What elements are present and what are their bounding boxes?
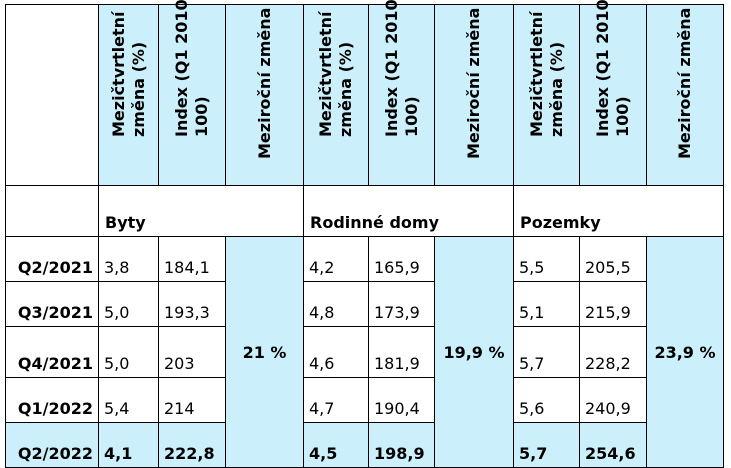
group-rodinne-domy: Rodinné domy	[303, 185, 514, 237]
col-header-byty-yoy: Meziroční změna	[225, 4, 304, 186]
cell-domy-qoq: 4,6	[303, 326, 369, 378]
cell-domy-qoq: 4,5	[303, 422, 369, 468]
cell-domy-index: 173,9	[368, 281, 435, 327]
cell-byty-index: 222,8	[158, 422, 226, 468]
col-header-label: Mezičtvrtletní změna (%)	[108, 11, 148, 137]
row-label: Q4/2021	[5, 326, 99, 378]
header-row: Mezičtvrtletní změna (%) Index (Q1 2010 …	[5, 0, 724, 186]
col-header-label: Index (Q1 2010 = 100)	[381, 0, 421, 137]
cell-domy-index: 181,9	[368, 326, 435, 378]
cell-byty-index: 193,3	[158, 281, 226, 327]
row-label: Q2/2021	[5, 236, 99, 282]
table-row: Q4/2021 5,0 203 4,6 181,9 5,7 228,2	[5, 326, 724, 378]
col-header-label: Meziroční změna	[254, 7, 274, 159]
cell-poz-qoq: 5,5	[513, 236, 580, 282]
cell-poz-index: 205,5	[579, 236, 647, 282]
group-pozemky: Pozemky	[513, 185, 724, 237]
cell-byty-index: 184,1	[158, 236, 226, 282]
cell-domy-qoq: 4,7	[303, 377, 369, 423]
cell-poz-index: 228,2	[579, 326, 647, 378]
row-label: Q2/2022	[5, 422, 99, 468]
col-header-poz-yoy: Meziroční změna	[646, 4, 724, 186]
col-header-byty-index: Index (Q1 2010 = 100)	[158, 0, 226, 186]
cell-domy-yoy: 19,9 %	[434, 236, 514, 468]
cell-byty-index: 214	[158, 377, 226, 423]
cell-poz-qoq: 5,6	[513, 377, 580, 423]
group-row: Byty Rodinné domy Pozemky	[5, 185, 724, 237]
col-header-label: Index (Q1 2010 = 100)	[172, 0, 211, 137]
cell-poz-qoq: 5,1	[513, 281, 580, 327]
cell-byty-qoq: 3,8	[98, 236, 159, 282]
col-header-domy-index: Index (Q1 2010 = 100)	[368, 0, 435, 186]
cell-poz-index: 240,9	[579, 377, 647, 423]
cell-domy-qoq: 4,2	[303, 236, 369, 282]
row-label: Q3/2021	[5, 281, 99, 327]
col-header-label: Index (Q1 2010 = 100)	[593, 0, 632, 137]
group-byty: Byty	[98, 185, 304, 237]
col-header-label: Mezičtvrtletní změna (%)	[316, 11, 355, 137]
col-header-poz-qoq: Mezičtvrtletní změna (%)	[513, 4, 580, 186]
cell-byty-index: 203	[158, 326, 226, 378]
cell-domy-index: 190,4	[368, 377, 435, 423]
cell-domy-index: 198,9	[368, 422, 435, 468]
col-header-domy-qoq: Mezičtvrtletní změna (%)	[303, 4, 369, 186]
cell-poz-yoy: 23,9 %	[646, 236, 724, 468]
col-header-label: Meziroční změna	[675, 7, 694, 159]
corner-cell	[5, 4, 99, 186]
cell-domy-qoq: 4,8	[303, 281, 369, 327]
col-header-byty-qoq: Mezičtvrtletní změna (%)	[98, 4, 159, 186]
table-row: Q2/2022 4,1 222,8 4,5 198,9 5,7 254,6	[5, 422, 724, 468]
price-table: Mezičtvrtletní změna (%) Index (Q1 2010 …	[5, 0, 724, 468]
table-row: Q1/2022 5,4 214 4,7 190,4 5,6 240,9	[5, 377, 724, 423]
col-header-domy-yoy: Meziroční změna	[434, 4, 514, 186]
cell-poz-index: 254,6	[579, 422, 647, 468]
col-header-poz-index: Index (Q1 2010 = 100)	[579, 0, 647, 186]
cell-byty-qoq: 5,0	[98, 326, 159, 378]
row-label: Q1/2022	[5, 377, 99, 423]
cell-byty-qoq: 5,0	[98, 281, 159, 327]
cell-poz-qoq: 5,7	[513, 326, 580, 378]
table-row: Q2/2021 3,8 184,1 21 % 4,2 165,9 19,9 % …	[5, 236, 724, 468]
cell-byty-qoq: 5,4	[98, 377, 159, 423]
cell-poz-index: 215,9	[579, 281, 647, 327]
cell-byty-qoq: 4,1	[98, 422, 159, 468]
table-row: Q3/2021 5,0 193,3 4,8 173,9 5,1 215,9	[5, 281, 724, 327]
cell-domy-index: 165,9	[368, 236, 435, 282]
cell-poz-qoq: 5,7	[513, 422, 580, 468]
col-header-label: Mezičtvrtletní změna (%)	[526, 11, 566, 137]
col-header-label: Meziroční změna	[464, 7, 483, 159]
cell-byty-yoy: 21 %	[225, 236, 304, 468]
group-empty-cell	[5, 185, 99, 237]
